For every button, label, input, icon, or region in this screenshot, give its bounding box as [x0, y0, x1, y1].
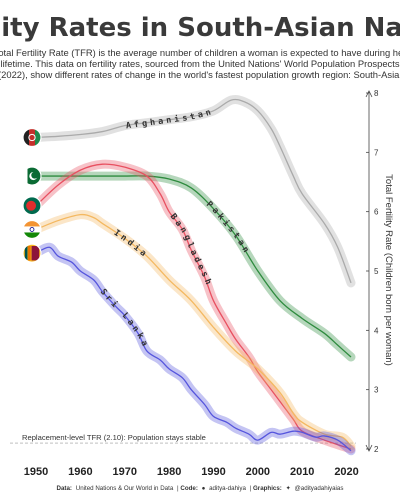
y-tick-label: 4 [374, 326, 379, 335]
subtitle-line-3: (2022), show different rates of change i… [0, 69, 400, 80]
series-line-sri-lanka [35, 246, 352, 452]
y-axis-arrow-top [365, 90, 373, 98]
footer-code-value: aditya-dahiya [209, 485, 246, 492]
bangladesh-flag-icon [23, 196, 41, 215]
series-afghanistan [31, 95, 356, 288]
footer-credits: Data: United Nations & Our World in Data… [57, 485, 344, 492]
series-layer [31, 95, 356, 456]
india-flag-ring [22, 219, 42, 240]
y-tick-label: 3 [374, 386, 379, 395]
github-icon: ● [202, 485, 206, 492]
y-tick-label: 8 [374, 89, 379, 98]
y-axis-title: Total Fertility Rate (Children born per … [383, 174, 394, 366]
series-label-bangladesh: Bangladesh [168, 212, 214, 289]
sri-lanka-flag-icon [23, 244, 41, 263]
x-tick-label: 1950 [24, 466, 48, 478]
y-tick-label: 6 [374, 208, 379, 217]
series-sri-lanka [31, 242, 356, 456]
pakistan-flag-icon [23, 167, 41, 186]
y-tick-label: 2 [374, 445, 379, 454]
footer-graphics-label: Graphics: [253, 485, 282, 492]
pakistan-flag-ring [22, 166, 42, 186]
x-tick-label: 2020 [334, 466, 358, 478]
series-line-india [35, 213, 352, 447]
x-tick-label: 1960 [68, 466, 92, 478]
axis-layer: 2 3 4 5 6 7 8 1950 1960 1970 1980 1990 2000 2010 2020 [24, 89, 379, 478]
y-tick-label: 7 [374, 148, 379, 157]
series-label-afghanistan: Afghanistan [125, 107, 215, 132]
footer-data-label: Data: [57, 485, 72, 492]
afghanistan-flag-ring [22, 127, 42, 148]
flag-layer [22, 127, 42, 263]
twitter-icon: ✦ [286, 485, 291, 492]
series-line-bangladesh [35, 163, 352, 450]
x-tick-label: 2010 [290, 466, 314, 478]
bangladesh-flag-ring [22, 196, 42, 216]
series-line-pakistan [36, 175, 352, 358]
footer-data-value: United Nations & Our World in Data [76, 485, 174, 492]
series-label-pakistan: Pakistan [204, 200, 252, 257]
series-pakistan [31, 171, 356, 362]
series-label-sri-lanka: Sri Lanka [98, 287, 151, 350]
x-tick-label: 1990 [201, 466, 225, 478]
x-tick-label: 1970 [112, 466, 136, 478]
series-india [31, 210, 356, 451]
series-bangladesh [31, 159, 356, 454]
series-line-afghanistan [35, 98, 352, 284]
footer-code-label: Code: [180, 485, 198, 492]
sri-lanka-flag-ring [22, 243, 42, 263]
reference-layer: Replacement-level TFR (2.10): Population… [10, 433, 356, 444]
footer-graphics-value: @adityadahiyaias [295, 485, 344, 492]
x-tick-label: 2000 [246, 466, 270, 478]
series-label-india: India [112, 228, 150, 261]
subtitle-line-2: lifetime. This data on fertility rates, … [0, 58, 399, 69]
y-axis-arrow-bottom [365, 444, 373, 452]
afghanistan-flag-icon [23, 128, 41, 147]
x-tick-label: 1980 [157, 466, 181, 478]
india-flag-icon [23, 220, 41, 239]
replacement-level-label: Replacement-level TFR (2.10): Population… [22, 433, 206, 442]
chart-title: Fertility Rates in South-Asian Nations [0, 13, 400, 43]
subtitle-line-1: Total Fertility Rate (TFR) is the averag… [0, 47, 400, 58]
y-tick-label: 5 [374, 267, 379, 276]
